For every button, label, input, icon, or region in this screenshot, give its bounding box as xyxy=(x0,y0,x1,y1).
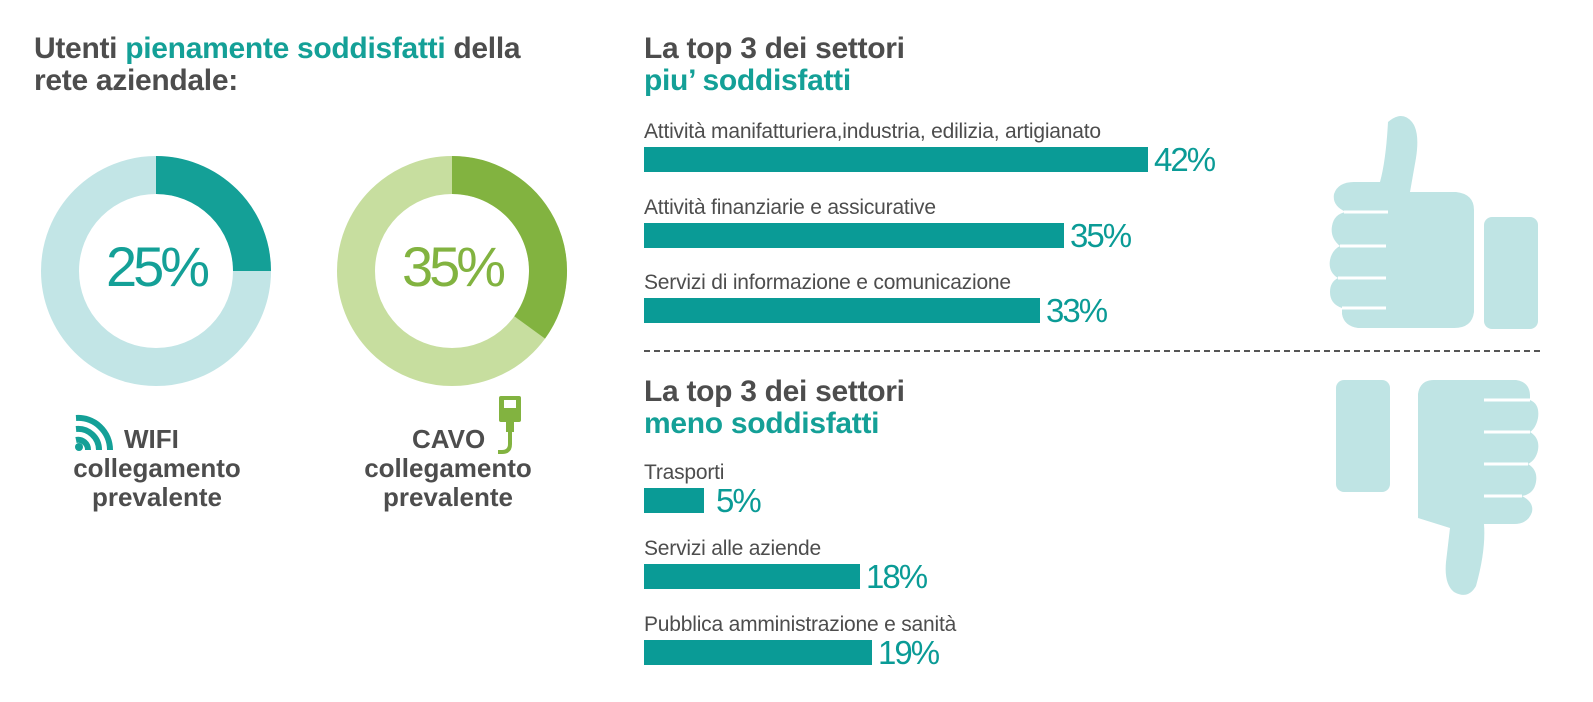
bottom-bar-3 xyxy=(644,640,872,665)
left-title-part1: Utenti xyxy=(34,32,126,65)
thumbs-up-icon xyxy=(1329,116,1538,329)
top-bar-1 xyxy=(644,147,1148,172)
left-title-line2: rete aziendale: xyxy=(34,64,238,97)
wifi-caption-line2: collegamento xyxy=(73,453,241,483)
wifi-caption-line3: prevalente xyxy=(91,482,223,512)
wifi-donut-chart xyxy=(41,156,271,386)
top-bar-value-1: 42% xyxy=(1154,141,1216,178)
top-bar-label-2: Attività finanziarie e assicurative xyxy=(644,195,936,219)
left-title: Utenti pienamente soddisfatti della rete… xyxy=(34,32,521,97)
top-bar-2 xyxy=(644,222,1064,248)
left-title-part2: della xyxy=(445,32,521,65)
bottom-bar-label-3: Pubblica amministrazione e sanità xyxy=(644,613,957,636)
wifi-icon xyxy=(75,414,114,451)
ethernet-cable-icon xyxy=(498,396,521,454)
top-bar-value-3: 33% xyxy=(1046,292,1108,329)
bottom-sectors-title-line2: meno soddisfatti xyxy=(644,407,880,440)
bottom-sectors-title-line1: La top 3 dei settori xyxy=(644,375,905,408)
bottom-sectors-title: La top 3 dei settori meno soddisfatti xyxy=(644,376,905,440)
bottom-bar-value-2: 18% xyxy=(866,558,928,595)
bottom-bar-2 xyxy=(644,564,860,589)
bottom-bar-label-1: Trasporti xyxy=(644,461,725,484)
cable-caption-line2: collegamento xyxy=(364,453,532,483)
top-bar-label-3: Servizi di informazione e comunicazione xyxy=(644,271,1011,294)
top-sectors-title-line2: piu’ soddisfatti xyxy=(644,64,851,97)
thumbs-down-icon xyxy=(1336,380,1539,595)
bottom-bar-value-3: 19% xyxy=(878,634,940,671)
cable-donut-label: 35% xyxy=(401,235,506,298)
bottom-bar-label-2: Servizi alle aziende xyxy=(644,537,821,560)
cable-donut-value-arc xyxy=(451,156,567,339)
top-bar-label-1: Attività manifatturiera,industria, edili… xyxy=(644,120,1101,143)
top-bar-3 xyxy=(644,298,1040,323)
top-bar-value-2: 35% xyxy=(1070,216,1132,254)
wifi-caption-line1: WIFI xyxy=(124,424,179,454)
top-sectors-title-line1: La top 3 dei settori xyxy=(644,32,905,65)
cable-caption-line1: CAVO xyxy=(412,424,486,454)
bottom-bar-1 xyxy=(644,488,704,513)
cable-caption-line3: prevalente xyxy=(382,482,514,512)
section-divider xyxy=(644,350,1540,352)
wifi-donut-value-arc xyxy=(155,156,271,272)
left-title-highlight: pienamente soddisfatti xyxy=(125,32,446,65)
wifi-donut-label: 25% xyxy=(105,235,210,298)
cable-donut-chart xyxy=(337,156,567,386)
top-sectors-title: La top 3 dei settori piu’ soddisfatti xyxy=(644,33,905,97)
bottom-bar-value-1: 5% xyxy=(716,482,762,519)
